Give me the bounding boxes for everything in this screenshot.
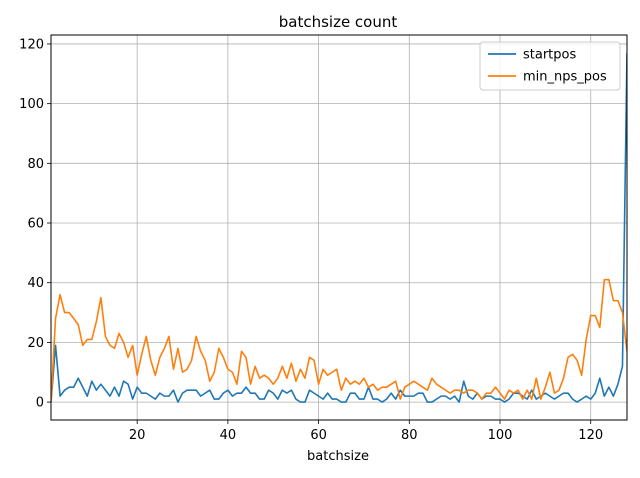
series-layer xyxy=(51,52,627,403)
y-tick-label: 120 xyxy=(19,37,44,52)
y-tick-label: 100 xyxy=(19,97,44,112)
x-tick-label: 100 xyxy=(488,428,513,443)
plot-frame xyxy=(50,34,628,421)
y-tick-label: 60 xyxy=(27,217,44,232)
y-tick-label: 0 xyxy=(36,396,44,411)
series-line-min-nps-pos xyxy=(51,278,627,403)
legend-label: min_nps_pos xyxy=(523,70,607,85)
x-tick-label: 60 xyxy=(310,428,327,443)
y-tick-label: 40 xyxy=(27,276,44,291)
legend: startpos min_nps_pos xyxy=(479,41,621,91)
x-axis: 20 40 60 80 100 120 xyxy=(129,420,603,443)
y-tick-label: 80 xyxy=(27,157,44,172)
x-axis-label: batchsize xyxy=(307,449,369,464)
x-tick-label: 80 xyxy=(401,428,418,443)
y-tick-label: 20 xyxy=(27,336,44,351)
x-tick-label: 20 xyxy=(129,428,146,443)
y-axis: 0 20 40 60 80 100 120 xyxy=(19,37,51,411)
x-tick-label: 120 xyxy=(578,428,603,443)
chart-title: batchsize count xyxy=(279,13,398,31)
series-line-startpos xyxy=(51,52,627,403)
legend-label: startpos xyxy=(523,48,576,63)
x-tick-label: 40 xyxy=(220,428,237,443)
